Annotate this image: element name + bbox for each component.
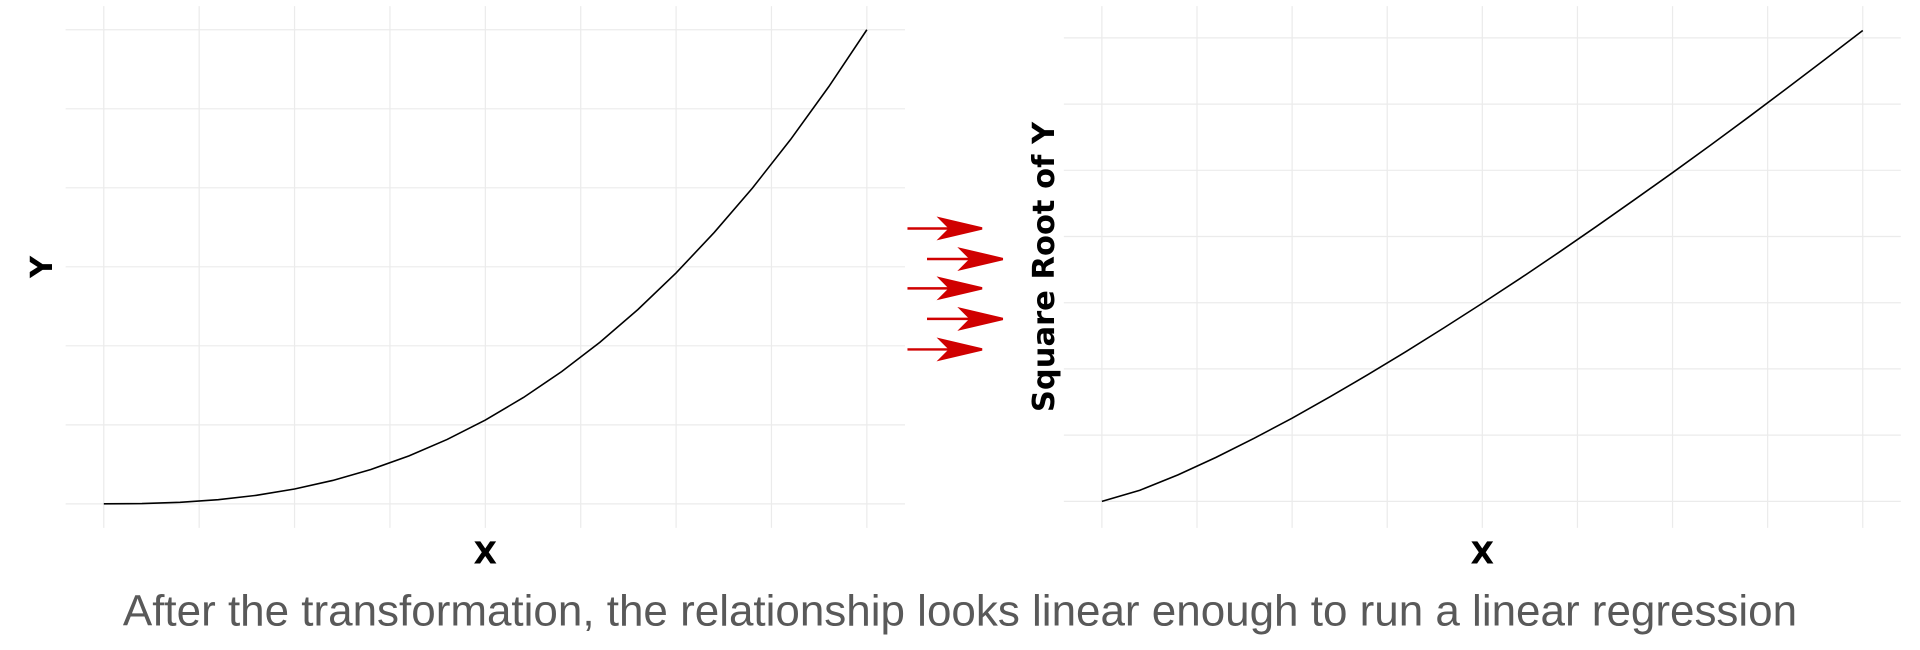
curve — [103, 29, 868, 505]
y-axis-label: Y — [25, 255, 60, 279]
x-axis-label: X — [1471, 536, 1495, 571]
curve — [1101, 29, 1864, 503]
x-axis-label: X — [474, 536, 498, 571]
arrows — [907, 216, 1004, 362]
caption: After the transformation, the relationsh… — [123, 587, 1797, 636]
y-axis-label: Square Root of Y — [1027, 121, 1062, 412]
